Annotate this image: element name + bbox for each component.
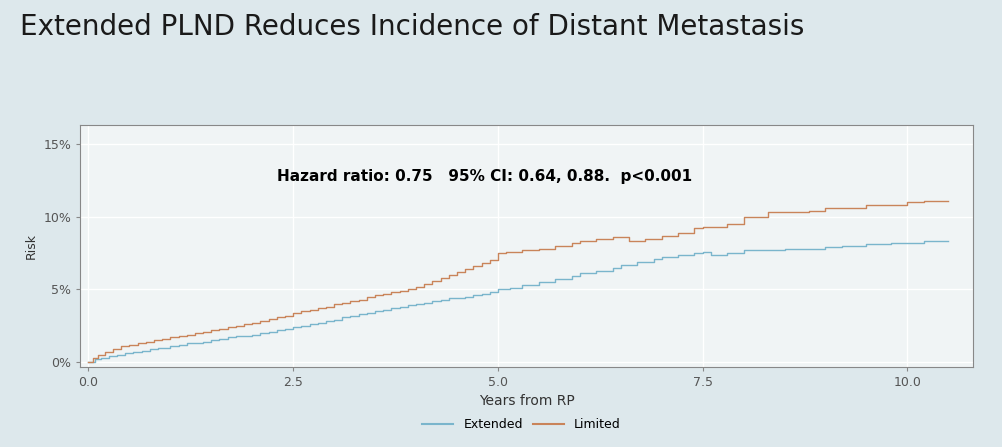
Extended bbox=[344, 313, 356, 318]
Extended bbox=[917, 239, 929, 244]
Extended bbox=[942, 239, 954, 244]
X-axis label: Years from RP: Years from RP bbox=[478, 394, 574, 408]
Text: Hazard ratio: 0.75   95% CI: 0.64, 0.88.  p<0.001: Hazard ratio: 0.75 95% CI: 0.64, 0.88. p… bbox=[277, 169, 691, 184]
Limited bbox=[565, 240, 577, 245]
Extended bbox=[180, 341, 192, 346]
Extended bbox=[119, 351, 131, 356]
Y-axis label: Risk: Risk bbox=[25, 233, 38, 259]
Extended bbox=[549, 277, 561, 282]
Limited bbox=[638, 236, 650, 241]
Limited bbox=[917, 198, 929, 203]
Limited bbox=[720, 221, 732, 227]
Limited bbox=[82, 359, 94, 365]
Limited bbox=[942, 198, 954, 203]
Line: Limited: Limited bbox=[88, 201, 948, 362]
Limited bbox=[589, 236, 601, 241]
Line: Extended: Extended bbox=[88, 241, 948, 362]
Extended bbox=[393, 304, 405, 310]
Limited bbox=[123, 342, 135, 347]
Limited bbox=[606, 234, 618, 240]
Extended bbox=[82, 359, 94, 365]
Legend: Extended, Limited: Extended, Limited bbox=[417, 413, 625, 436]
Extended bbox=[279, 326, 291, 331]
Text: Extended PLND Reduces Incidence of Distant Metastasis: Extended PLND Reduces Incidence of Dista… bbox=[20, 13, 804, 42]
